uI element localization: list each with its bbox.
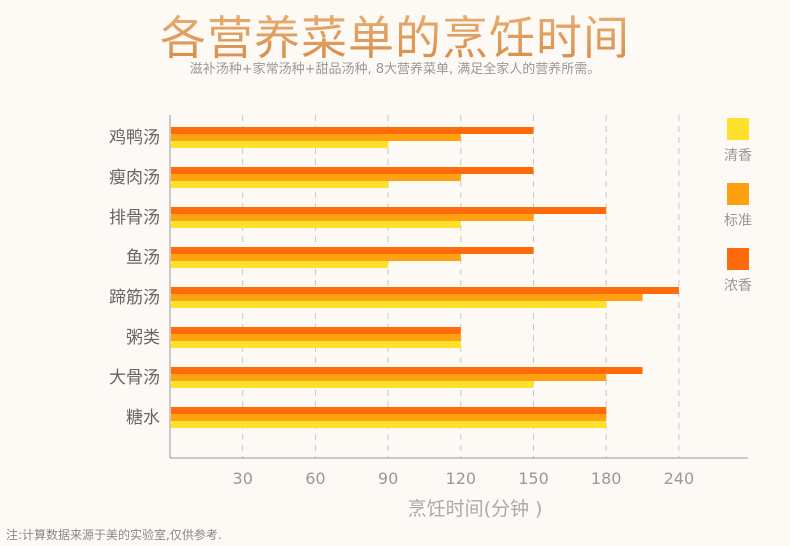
- category-label: 鱼汤: [126, 248, 160, 268]
- category-label: 排骨汤: [109, 208, 160, 228]
- bar-标准: [171, 334, 461, 341]
- x-tick-label: 120: [446, 469, 477, 488]
- bar-清香: [171, 261, 389, 268]
- bar-清香: [171, 141, 389, 148]
- legend-swatch: [727, 183, 749, 205]
- x-tick-label: 30: [233, 469, 253, 488]
- x-axis-label: 烹饪时间(分钟 ): [408, 498, 543, 520]
- x-tick-label: 90: [378, 469, 398, 488]
- legend-swatch: [727, 248, 749, 270]
- category-label: 大骨汤: [109, 368, 160, 388]
- bar-浓香: [171, 327, 461, 334]
- bar-标准: [171, 374, 607, 381]
- footnote: 注:计算数据来源于美的实验室,仅供参考.: [6, 528, 222, 542]
- legend-label: 标准: [724, 213, 752, 229]
- legend-swatch: [727, 118, 749, 140]
- x-tick-label: 60: [305, 469, 325, 488]
- bar-浓香: [171, 407, 607, 414]
- bar-清香: [171, 421, 607, 428]
- bar-浓香: [171, 287, 679, 294]
- bar-清香: [171, 301, 607, 308]
- x-tick-label: 240: [664, 469, 695, 488]
- bar-标准: [171, 254, 461, 261]
- category-label: 蹄筋汤: [109, 288, 160, 308]
- legend-label: 清香: [724, 148, 752, 164]
- category-label: 糖水: [126, 408, 160, 428]
- bar-标准: [171, 294, 643, 301]
- page-title: 各营养菜单的烹饪时间: [0, 2, 790, 68]
- x-tick-label: 150: [518, 469, 549, 488]
- bar-浓香: [171, 207, 607, 214]
- bar-清香: [171, 381, 534, 388]
- x-tick-label: 180: [591, 469, 622, 488]
- page-subtitle: 滋补汤种+家常汤种+甜品汤种, 8大营养菜单, 满足全家人的营养所需。: [189, 62, 601, 77]
- category-label: 鸡鸭汤: [109, 128, 160, 148]
- legend-label: 浓香: [724, 278, 752, 294]
- bar-标准: [171, 414, 607, 421]
- bar-标准: [171, 214, 534, 221]
- bar-浓香: [171, 367, 643, 374]
- bar-标准: [171, 174, 461, 181]
- category-label: 瘦肉汤: [109, 168, 160, 188]
- bar-清香: [171, 181, 389, 188]
- bar-清香: [171, 341, 461, 348]
- bar-清香: [171, 221, 461, 228]
- bar-标准: [171, 134, 461, 141]
- bar-浓香: [171, 247, 534, 254]
- category-label: 粥类: [126, 328, 160, 348]
- bar-浓香: [171, 167, 534, 174]
- bar-浓香: [171, 127, 534, 134]
